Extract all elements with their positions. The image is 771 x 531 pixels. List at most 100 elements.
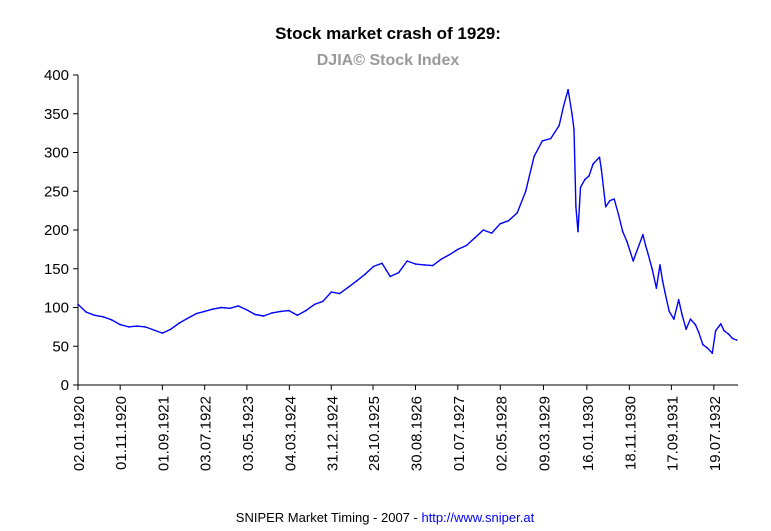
data-points [77,88,738,355]
data-point-1929-03-01 [541,140,544,142]
x-tick-label-31.12.1924: 31.12.1924 [324,396,341,471]
y-tick-label-200: 200 [44,222,69,239]
data-point-1924-07-01 [305,309,307,312]
data-point-1927-03-01 [440,258,442,261]
data-point-1930-02-01 [588,175,590,177]
data-point-1928-05-01 [499,223,501,225]
x-tick-label-18.11.1930: 18.11.1930 [622,396,639,470]
data-point-1925-09-01 [364,273,366,276]
data-point-1921-09-01 [161,332,164,334]
data-point-1932-03-08 [694,323,697,326]
x-tick-label-03.05.1923: 03.05.1923 [240,396,257,471]
data-point-1931-05-01 [651,268,653,270]
data-point-1922-05-01 [195,312,197,315]
data-point-1931-11-09 [677,299,680,301]
data-point-1925-11-01 [372,265,375,268]
data-point-1930-08-01 [613,198,615,200]
x-tick-label-28.10.1925: 28.10.1925 [366,396,383,471]
data-point-1920-03-01 [85,311,87,313]
data-point-1928-09-01 [516,212,518,214]
x-axis-ticks: 02.01.1920 01.11.1920 01.09.1921 03.07.1922… [71,385,724,471]
x-tick-label-17.09.1931: 17.09.1931 [664,396,681,471]
chart-subtitle: DJIA© Stock Index [317,52,460,69]
data-point-1927-05-01 [448,254,451,256]
data-point-1932-12-01 [731,337,734,340]
data-point-1920-01-02 [77,303,79,306]
data-point-1923-05-01 [245,309,248,311]
data-point-1921-07-01 [153,329,155,331]
footer-link[interactable]: http://www.sniper.at [421,510,534,525]
data-point-1926-07-01 [406,260,409,262]
data-point-1923-07-01 [254,313,256,316]
data-point-1922-07-01 [203,310,206,313]
data-point-1932-01-01 [685,328,687,331]
data-point-1924-01-01 [279,310,282,313]
data-point-1925-07-01 [355,280,358,282]
y-tick-label-250: 250 [44,183,69,200]
data-point-1929-01-01 [533,155,535,158]
data-point-1928-01-01 [482,229,485,231]
data-point-1920-11-01 [119,323,121,326]
data-point-1932-12-31 [735,339,738,341]
data-point-1932-07-08 [711,352,714,355]
data-point-1926-03-01 [389,275,392,278]
chart-title: Stock market crash of 1929: [275,24,501,43]
data-point-1928-03-01 [490,232,493,234]
data-point-1929-08-01 [562,105,565,107]
data-point-1926-05-01 [397,271,400,274]
data-point-1932-04-01 [697,331,700,334]
footer-text: SNIPER Market Timing - 2007 - [236,510,422,525]
data-point-1932-10-01 [723,330,725,332]
data-point-1930-04-17 [598,156,601,158]
data-point-1927-09-01 [465,244,468,247]
data-point-1931-04-01 [647,252,649,255]
data-point-1926-01-01 [381,262,383,265]
data-point-1929-11-13 [577,230,579,233]
data-point-1921-05-01 [144,326,147,328]
data-point-1931-10-05 [673,318,675,320]
data-point-1923-11-01 [271,312,273,314]
data-point-1931-07-15 [661,279,664,282]
data-point-1922-03-01 [186,317,189,320]
data-point-1923-09-01 [262,315,265,317]
data-point-1925-03-01 [338,292,341,295]
data-point-1920-07-01 [102,316,104,318]
data-point-1927-11-01 [474,237,476,239]
data-point-1931-02-24 [642,233,644,236]
y-tick-label-400: 400 [44,67,69,84]
data-point-1924-11-01 [322,300,324,303]
data-point-1930-01-01 [584,178,586,181]
data-point-1926-11-01 [423,264,426,266]
x-tick-label-03.07.1922: 03.07.1922 [198,396,215,471]
x-tick-label-04.03.1924: 04.03.1924 [282,396,299,471]
data-point-1931-06-01 [655,287,658,289]
data-point-1924-09-01 [313,303,316,306]
data-point-1928-07-01 [507,219,510,222]
data-point-1931-09-01 [668,310,670,313]
y-tick-label-350: 350 [44,106,69,123]
data-point-1929-10-15 [573,128,575,131]
data-point-1930-10-01 [621,230,624,233]
y-tick-label-300: 300 [44,145,69,162]
data-point-1932-09-07 [720,323,722,325]
data-point-1930-11-01 [626,240,628,243]
data-point-1927-07-01 [457,248,459,251]
data-point-1930-12-16 [632,260,634,262]
data-point-1923-03-01 [237,305,239,307]
data-point-1930-07-01 [609,199,611,202]
data-point-1930-03-01 [592,163,594,165]
data-point-1922-11-01 [220,306,223,309]
data-point-1932-02-01 [689,318,692,320]
data-point-1924-05-01 [296,314,299,317]
data-point-1929-05-01 [550,137,552,140]
x-tick-label-01.09.1921: 01.09.1921 [155,396,172,471]
data-point-1925-01-01 [330,291,333,293]
data-point-1920-05-01 [93,314,96,317]
data-point-1932-11-01 [727,333,730,335]
data-point-1927-01-01 [431,264,434,267]
data-point-1922-09-01 [212,308,214,310]
y-tick-label-0: 0 [61,377,69,394]
data-point-1924-03-01 [288,309,290,312]
data-point-1920-09-01 [110,319,113,321]
